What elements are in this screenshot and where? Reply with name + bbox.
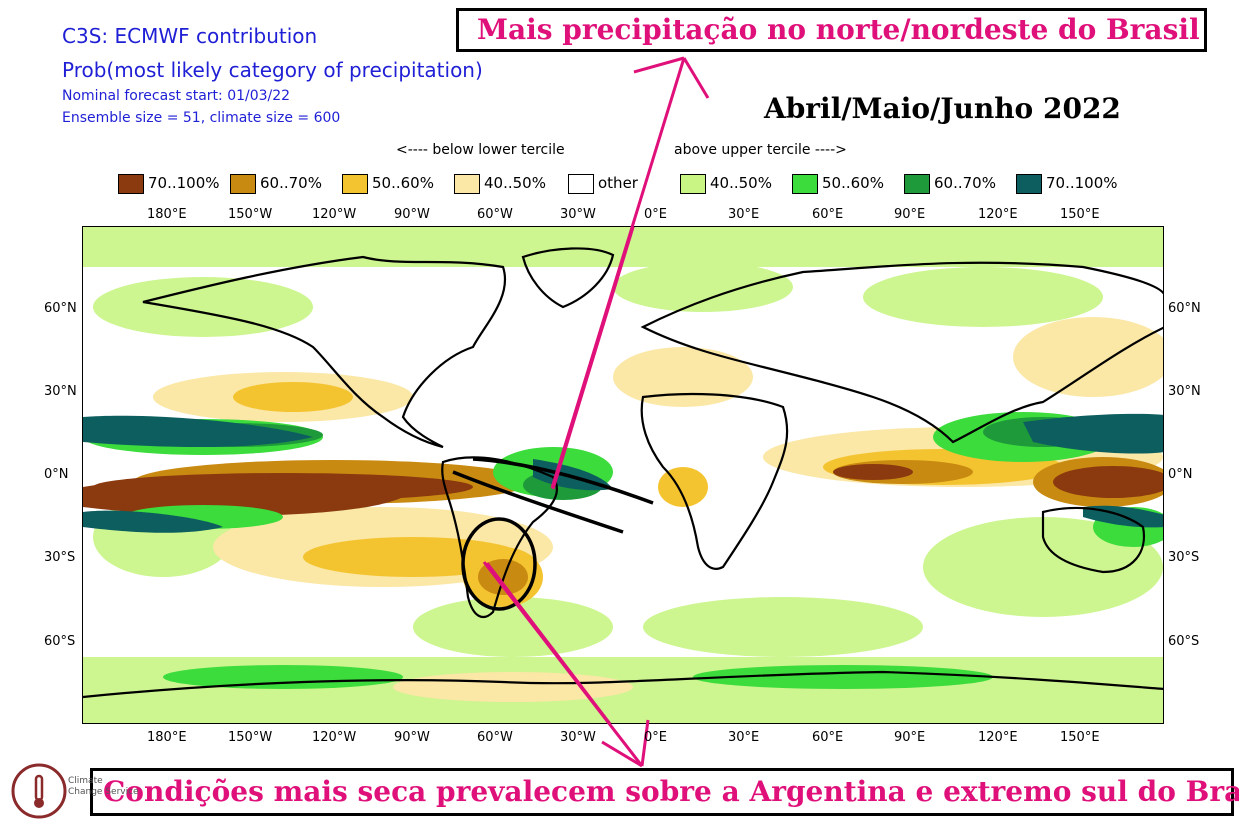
legend-swatch bbox=[1016, 174, 1042, 194]
lat-tick-left: 0°N bbox=[44, 467, 69, 482]
lon-tick-top: 150°E bbox=[1060, 207, 1100, 222]
lon-tick-bottom: 180°E bbox=[147, 730, 187, 745]
legend-swatch bbox=[454, 174, 480, 194]
legend-swatch bbox=[792, 174, 818, 194]
legend-label: 60..70% bbox=[260, 174, 322, 192]
legend-label: 70..100% bbox=[1046, 174, 1118, 192]
logo-line-1: Climate bbox=[68, 776, 103, 786]
lat-tick-right: 60°N bbox=[1168, 301, 1201, 316]
chart-title: C3S: ECMWF contribution bbox=[62, 24, 318, 48]
lon-tick-bottom: 150°W bbox=[228, 730, 273, 745]
legend-label: 40..50% bbox=[710, 174, 772, 192]
lon-tick-top: 90°W bbox=[394, 207, 430, 222]
lon-tick-top: 90°E bbox=[894, 207, 926, 222]
lon-tick-top: 150°W bbox=[228, 207, 273, 222]
legend-swatch bbox=[568, 174, 594, 194]
lon-tick-bottom: 30°E bbox=[728, 730, 760, 745]
legend-label: 40..50% bbox=[484, 174, 546, 192]
legend-above-note: above upper tercile ----> bbox=[674, 142, 847, 158]
legend-label: other bbox=[598, 174, 638, 192]
forecast-start: Nominal forecast start: 01/03/22 bbox=[62, 88, 291, 104]
lon-tick-bottom: 90°W bbox=[394, 730, 430, 745]
lon-tick-bottom: 30°W bbox=[560, 730, 596, 745]
lon-tick-top: 120°W bbox=[312, 207, 357, 222]
map-frame bbox=[82, 226, 1164, 724]
ensemble-size: Ensemble size = 51, climate size = 600 bbox=[62, 110, 341, 126]
lon-tick-bottom: 90°E bbox=[894, 730, 926, 745]
lon-tick-top: 30°W bbox=[560, 207, 596, 222]
legend-label: 60..70% bbox=[934, 174, 996, 192]
legend-swatch bbox=[904, 174, 930, 194]
legend-swatch bbox=[342, 174, 368, 194]
lon-tick-top: 30°E bbox=[728, 207, 760, 222]
lat-tick-right: 30°N bbox=[1168, 384, 1201, 399]
legend-swatch bbox=[230, 174, 256, 194]
lon-tick-top: 120°E bbox=[978, 207, 1018, 222]
legend-label: 50..60% bbox=[372, 174, 434, 192]
lon-tick-top: 180°E bbox=[147, 207, 187, 222]
lat-tick-left: 30°N bbox=[44, 384, 77, 399]
legend-label: 50..60% bbox=[822, 174, 884, 192]
legend-swatch bbox=[118, 174, 144, 194]
lat-tick-left: 30°S bbox=[44, 550, 76, 565]
legend-label: 70..100% bbox=[148, 174, 220, 192]
logo-line-2: Change Service bbox=[68, 787, 139, 797]
lat-tick-right: 60°S bbox=[1168, 634, 1200, 649]
lat-tick-left: 60°S bbox=[44, 634, 76, 649]
lon-tick-bottom: 60°W bbox=[477, 730, 513, 745]
lat-tick-left: 60°N bbox=[44, 301, 77, 316]
lon-tick-bottom: 150°E bbox=[1060, 730, 1100, 745]
lat-tick-right: 30°S bbox=[1168, 550, 1200, 565]
lon-tick-bottom: 120°W bbox=[312, 730, 357, 745]
chart-subtitle: Prob(most likely category of precipitati… bbox=[62, 58, 483, 82]
precipitation-map bbox=[83, 227, 1163, 723]
period-label: Abril/Maio/Junho 2022 bbox=[764, 92, 1121, 125]
annotation-top: Mais precipitação no norte/nordeste do B… bbox=[456, 8, 1207, 52]
legend-below-note: <---- below lower tercile bbox=[396, 142, 565, 158]
annotation-bottom: Condições mais seca prevalecem sobre a A… bbox=[90, 768, 1239, 816]
logo-text: Climate Change Service bbox=[68, 776, 139, 798]
legend-swatch bbox=[680, 174, 706, 194]
lon-tick-top: 60°E bbox=[812, 207, 844, 222]
lon-tick-bottom: 120°E bbox=[978, 730, 1018, 745]
thermometer-cloud-icon bbox=[11, 763, 67, 819]
lon-tick-bottom: 0°E bbox=[644, 730, 667, 745]
lat-tick-right: 0°N bbox=[1168, 467, 1193, 482]
lon-tick-bottom: 60°E bbox=[812, 730, 844, 745]
lon-tick-top: 60°W bbox=[477, 207, 513, 222]
lon-tick-top: 0°E bbox=[644, 207, 667, 222]
